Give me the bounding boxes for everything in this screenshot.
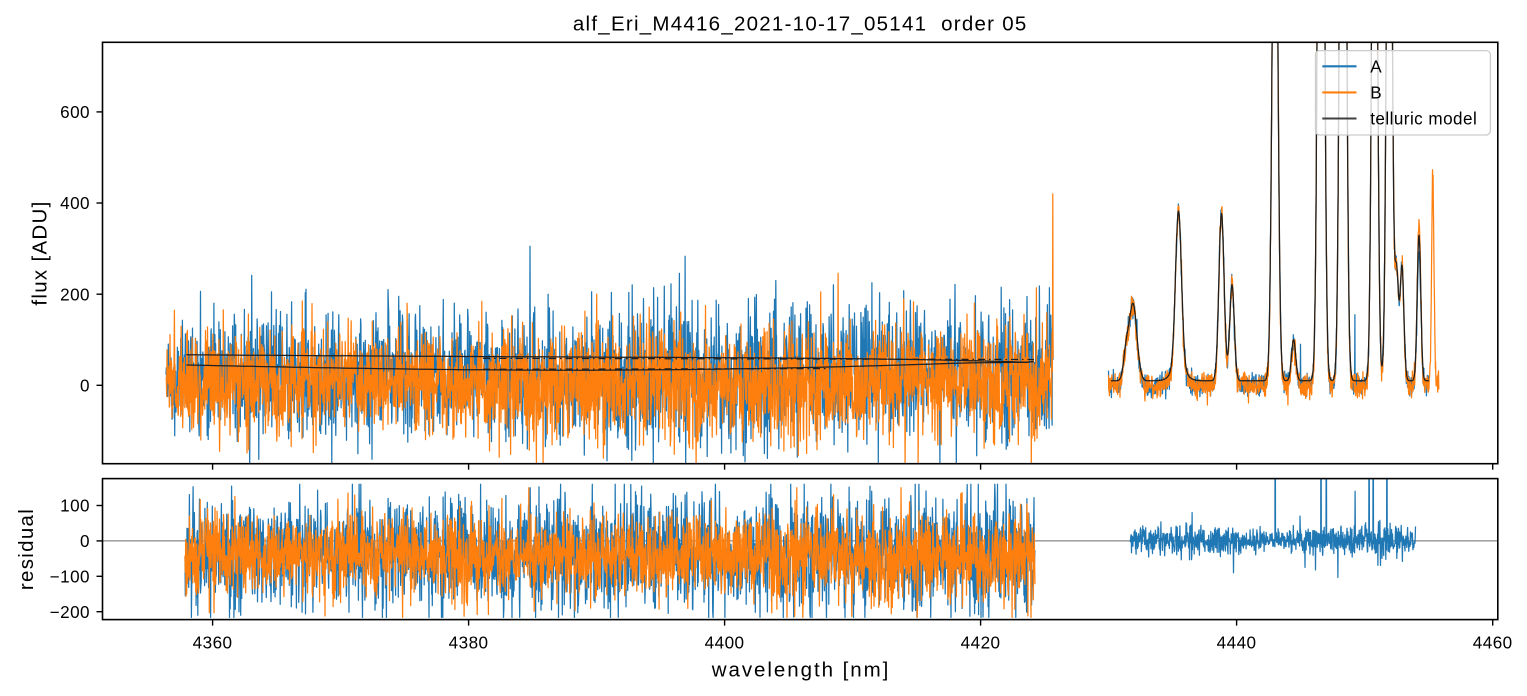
svg-text:telluric model: telluric model: [1370, 110, 1477, 129]
svg-text:4400: 4400: [705, 633, 745, 652]
svg-text:600: 600: [60, 103, 90, 122]
svg-text:−200: −200: [50, 603, 90, 622]
svg-text:alf_Eri_M4416_2021-10-17_05141: alf_Eri_M4416_2021-10-17_05141 order 05: [573, 13, 1028, 36]
svg-text:B: B: [1370, 84, 1382, 103]
svg-text:0: 0: [80, 532, 90, 551]
svg-text:100: 100: [60, 497, 90, 516]
svg-text:flux [ADU]: flux [ADU]: [29, 200, 52, 305]
svg-text:4440: 4440: [1217, 633, 1257, 652]
svg-text:residual: residual: [15, 508, 38, 590]
svg-text:4460: 4460: [1473, 633, 1513, 652]
svg-text:400: 400: [60, 194, 90, 213]
svg-text:4360: 4360: [193, 633, 233, 652]
svg-text:200: 200: [60, 285, 90, 304]
svg-text:0: 0: [80, 376, 90, 395]
svg-text:−100: −100: [50, 567, 90, 586]
svg-text:4420: 4420: [961, 633, 1001, 652]
svg-text:A: A: [1370, 57, 1382, 76]
svg-text:4380: 4380: [449, 633, 489, 652]
svg-text:wavelength [nm]: wavelength [nm]: [711, 659, 891, 682]
